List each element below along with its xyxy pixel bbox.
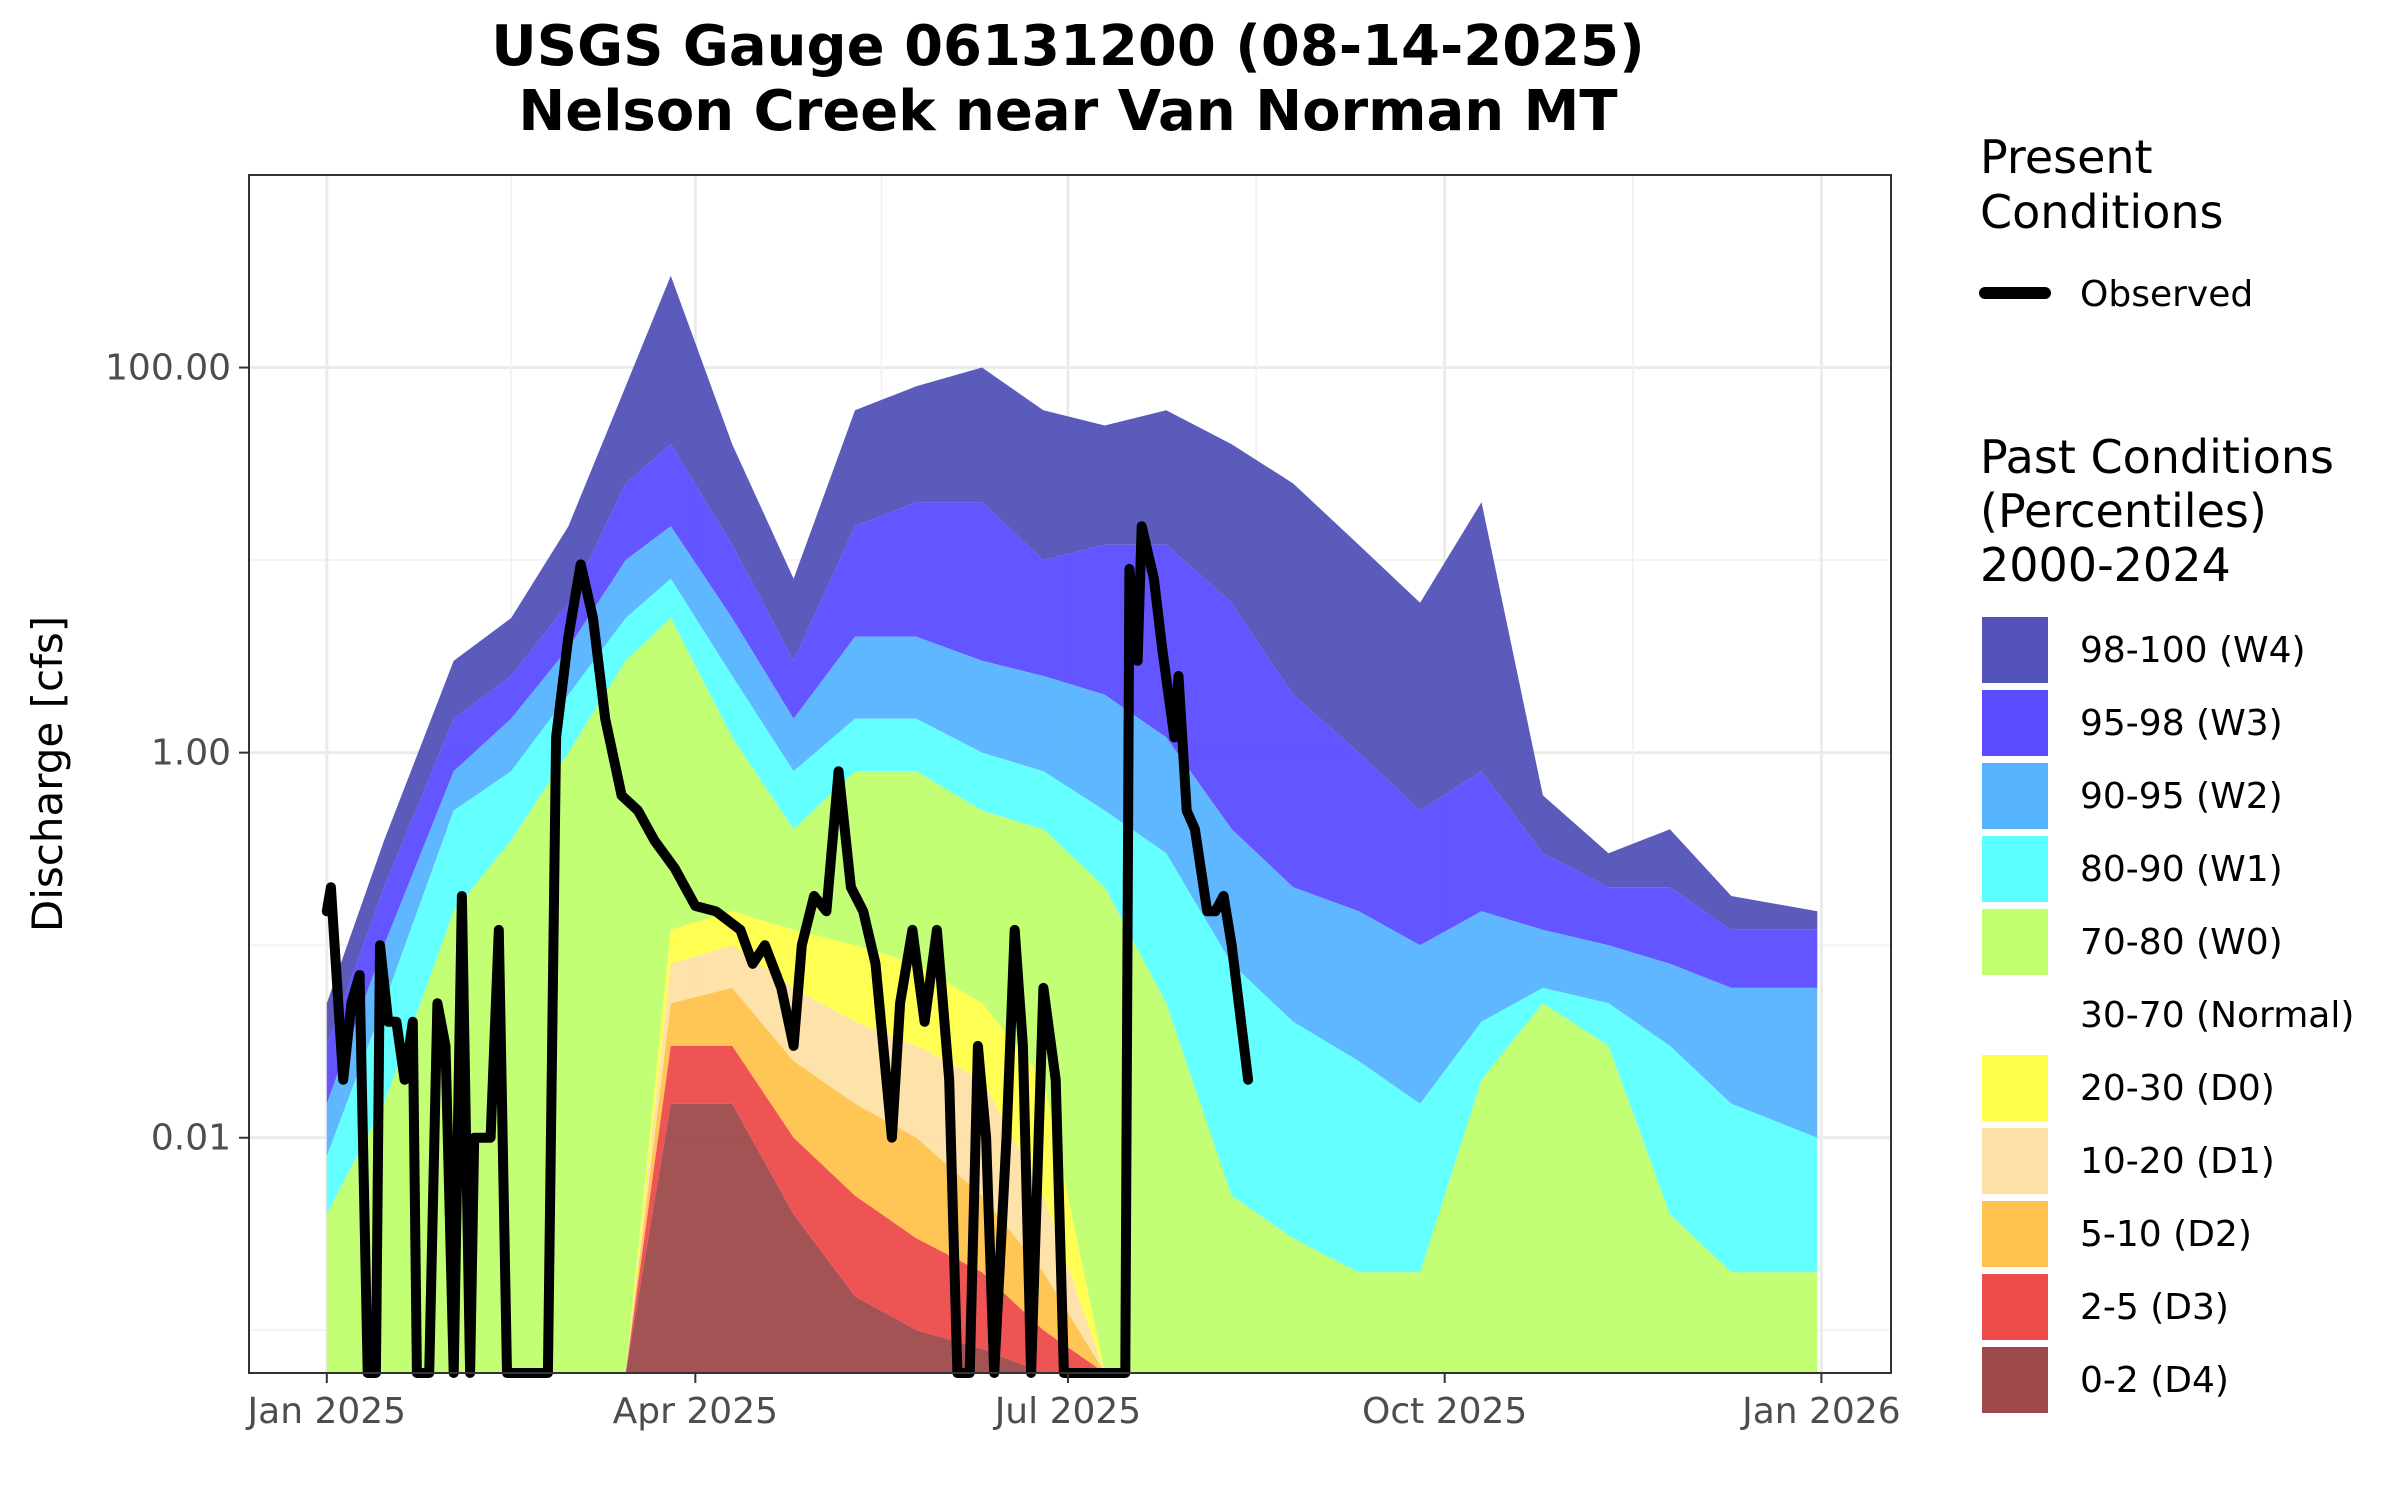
observed-series — [321, 521, 1254, 1378]
band-d1 — [326, 945, 1818, 1373]
percentile-bands — [326, 275, 1818, 1373]
past-legend-title: Past Conditions — [1980, 430, 2334, 484]
axes: 0.01 1.00 100.00 Jan 2025 Apr 2025 Jul 2025 Oc… — [105, 348, 1901, 1432]
legend-label-observed: Observed — [2080, 274, 2253, 315]
y-axis-title: Discharge [cfs] — [23, 616, 72, 932]
legend-swatch — [1982, 690, 2048, 756]
legend-label: 20-30 (D0) — [2080, 1068, 2275, 1109]
legend-swatch — [1982, 836, 2048, 902]
present-legend-title: Conditions — [1980, 185, 2223, 239]
band-d4 — [326, 1103, 1818, 1373]
legend-label: 80-90 (W1) — [2080, 849, 2283, 890]
legend-label: 95-98 (W3) — [2080, 703, 2283, 744]
x-tick-label: Apr 2025 — [613, 1391, 778, 1432]
band-w2 — [326, 526, 1818, 1157]
observed-line — [321, 521, 1254, 1378]
legend-label: 2-5 (D3) — [2080, 1287, 2229, 1328]
legend-label: 90-95 (W2) — [2080, 776, 2283, 817]
y-tick-label: 100.00 — [105, 348, 231, 389]
legend-swatch — [1982, 1128, 2048, 1194]
y-tick-label: 0.01 — [151, 1118, 231, 1159]
chart-title: USGS Gauge 06131200 (08-14-2025) — [491, 14, 1644, 79]
band-w0 — [326, 618, 1818, 1373]
legend-label: 5-10 (D2) — [2080, 1214, 2252, 1255]
legend-swatch — [1982, 617, 2048, 683]
legend-swatch — [1982, 1055, 2048, 1121]
legend-swatch — [1982, 1274, 2048, 1340]
legend-label: 98-100 (W4) — [2080, 630, 2306, 671]
legend-swatch — [1982, 982, 2048, 1048]
x-tick-label: Jul 2025 — [993, 1391, 1142, 1432]
legend-label: 10-20 (D1) — [2080, 1141, 2275, 1182]
chart-subtitle: Nelson Creek near Van Norman MT — [518, 79, 1617, 144]
legend-label: 70-80 (W0) — [2080, 922, 2283, 963]
plot-area — [248, 174, 1892, 1378]
legend-swatch — [1982, 1201, 2048, 1267]
past-legend-title: (Percentiles) — [1980, 484, 2267, 538]
legend-label: 0-2 (D4) — [2080, 1360, 2229, 1401]
present-legend-title: Present — [1980, 130, 2153, 184]
legend-swatch — [1982, 763, 2048, 829]
x-tick-label: Jan 2026 — [1740, 1391, 1901, 1432]
band-w1 — [326, 578, 1818, 1273]
legend-swatch — [1982, 909, 2048, 975]
legend-swatch — [1982, 1347, 2048, 1413]
past-legend-title: 2000-2024 — [1980, 538, 2231, 592]
plot-border — [248, 174, 1892, 1374]
x-tick-label: Oct 2025 — [1362, 1391, 1527, 1432]
band-w3 — [326, 444, 1818, 1104]
legend-label: 30-70 (Normal) — [2080, 995, 2354, 1036]
band-w4 — [326, 275, 1818, 1046]
y-tick-label: 1.00 — [151, 733, 231, 774]
x-tick-label: Jan 2025 — [246, 1391, 407, 1432]
